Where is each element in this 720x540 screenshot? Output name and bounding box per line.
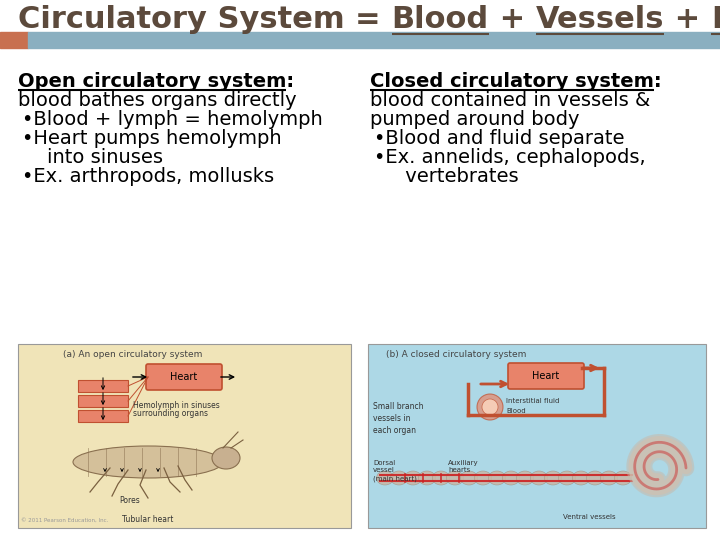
- Circle shape: [477, 394, 503, 420]
- Bar: [78, 395, 128, 407]
- FancyBboxPatch shape: [146, 364, 222, 390]
- Text: (a) An open circulatory system: (a) An open circulatory system: [63, 350, 202, 359]
- Text: Dorsal
vessel
(main heart): Dorsal vessel (main heart): [373, 460, 417, 482]
- Ellipse shape: [73, 446, 223, 478]
- Text: surrounding organs: surrounding organs: [133, 408, 208, 417]
- Text: Open circulatory system:: Open circulatory system:: [18, 72, 294, 91]
- Ellipse shape: [559, 471, 575, 485]
- Ellipse shape: [516, 471, 534, 485]
- Text: Blood: Blood: [506, 408, 526, 414]
- Text: vertebrates: vertebrates: [374, 167, 518, 186]
- Text: +: +: [489, 5, 536, 35]
- Ellipse shape: [587, 471, 603, 485]
- Ellipse shape: [461, 471, 477, 485]
- Ellipse shape: [503, 471, 520, 485]
- Circle shape: [482, 399, 498, 415]
- Text: (b) A closed circulatory system: (b) A closed circulatory system: [386, 350, 526, 359]
- Text: •Blood + lymph = hemolymph: •Blood + lymph = hemolymph: [22, 110, 323, 129]
- Ellipse shape: [614, 471, 631, 485]
- Text: Heart: Heart: [711, 5, 720, 35]
- Bar: [78, 410, 128, 422]
- Text: pumped around body: pumped around body: [370, 110, 580, 129]
- Bar: [28, 32, 720, 48]
- Text: Pores: Pores: [120, 496, 140, 505]
- Text: Blood: Blood: [392, 5, 489, 35]
- Bar: [368, 344, 706, 528]
- Text: blood bathes organs directly: blood bathes organs directly: [18, 91, 297, 110]
- Ellipse shape: [600, 471, 618, 485]
- Text: Circulatory System: Circulatory System: [18, 5, 355, 35]
- Text: into sinuses: into sinuses: [22, 148, 163, 167]
- Text: Vessels: Vessels: [536, 5, 664, 35]
- Ellipse shape: [474, 471, 492, 485]
- Ellipse shape: [531, 471, 547, 485]
- Text: © 2011 Pearson Education, Inc.: © 2011 Pearson Education, Inc.: [21, 518, 109, 523]
- Bar: [18, 344, 351, 528]
- Ellipse shape: [377, 471, 394, 485]
- Text: =: =: [355, 5, 392, 35]
- Text: Open circulatory system: Open circulatory system: [18, 72, 287, 91]
- Text: Ventral vessels: Ventral vessels: [563, 514, 616, 520]
- Bar: [78, 380, 128, 392]
- Text: blood contained in vessels &: blood contained in vessels &: [370, 91, 650, 110]
- Text: Closed circulatory system: Closed circulatory system: [370, 72, 654, 91]
- Text: •Ex. arthropods, mollusks: •Ex. arthropods, mollusks: [22, 167, 274, 186]
- Text: Hemolymph in sinuses: Hemolymph in sinuses: [133, 401, 220, 409]
- Bar: [0, 32, 28, 48]
- Ellipse shape: [433, 471, 449, 485]
- Text: Tubular heart: Tubular heart: [122, 515, 174, 524]
- Text: •Heart pumps hemolymph: •Heart pumps hemolymph: [22, 129, 282, 148]
- Text: +: +: [664, 5, 711, 35]
- Text: •Blood and fluid separate: •Blood and fluid separate: [374, 129, 624, 148]
- Text: Interstitial fluid: Interstitial fluid: [506, 398, 559, 404]
- Text: •Ex. annelids, cephalopods,: •Ex. annelids, cephalopods,: [374, 148, 646, 167]
- Text: Small branch
vessels in
each organ: Small branch vessels in each organ: [373, 402, 423, 435]
- Text: Heart: Heart: [532, 371, 559, 381]
- Ellipse shape: [405, 471, 421, 485]
- Ellipse shape: [544, 471, 562, 485]
- Ellipse shape: [572, 471, 590, 485]
- Ellipse shape: [418, 471, 436, 485]
- Ellipse shape: [390, 471, 408, 485]
- Text: Auxiliary
hearts: Auxiliary hearts: [448, 460, 479, 474]
- Text: Heart: Heart: [171, 372, 197, 382]
- FancyBboxPatch shape: [508, 363, 584, 389]
- Text: Closed circulatory system:: Closed circulatory system:: [370, 72, 662, 91]
- Ellipse shape: [488, 471, 505, 485]
- Ellipse shape: [212, 447, 240, 469]
- Ellipse shape: [446, 471, 464, 485]
